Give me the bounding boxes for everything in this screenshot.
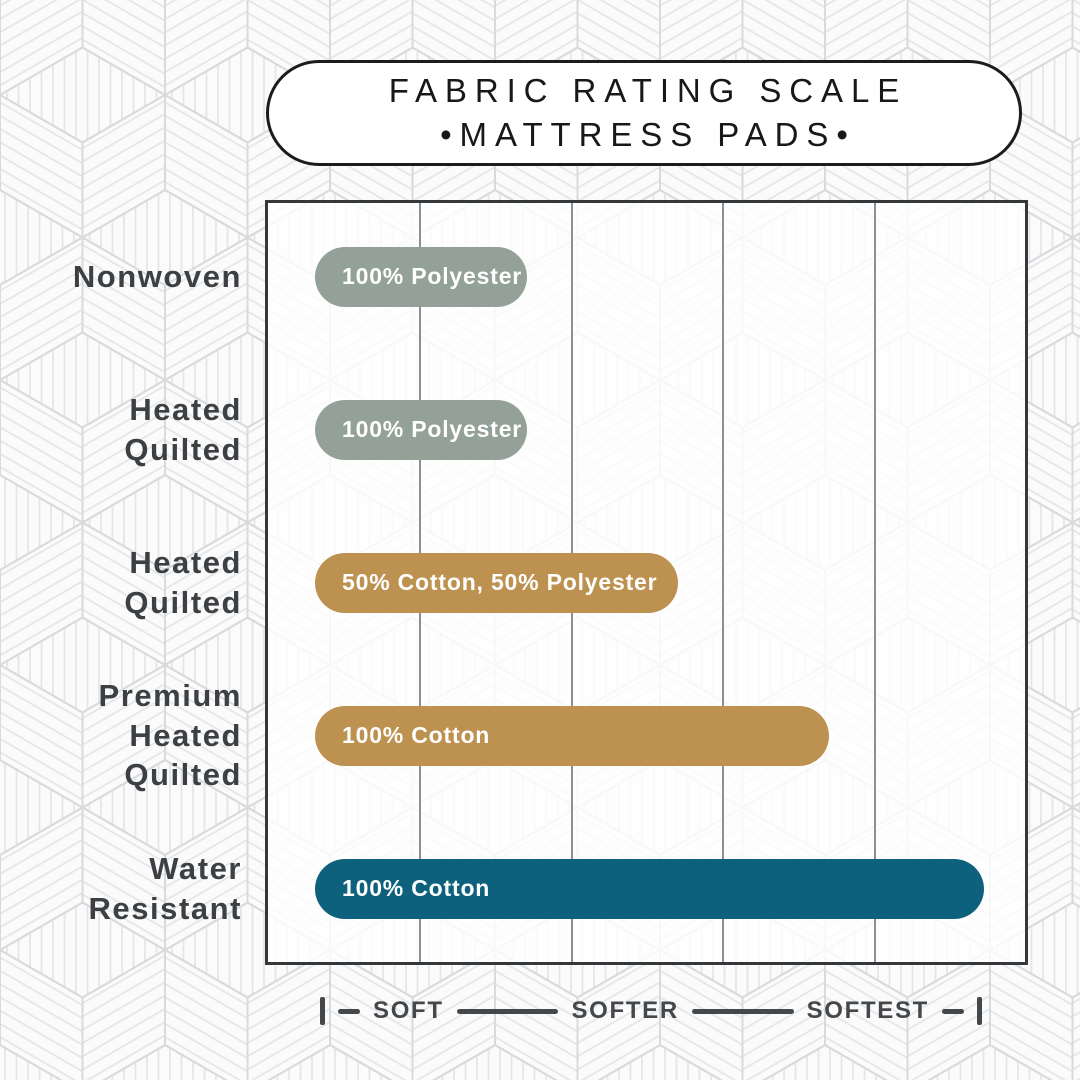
axis-line-segment: [942, 1008, 965, 1014]
bar-heated-quilted-blend: 50% Cotton, 50% Polyester: [315, 552, 678, 613]
row-label: Premium Heated Quilted: [98, 678, 242, 793]
bar-premium-heated-quilted: 100% Cotton: [315, 705, 829, 766]
chart-row-water-resistant: Water Resistant 100% Cotton: [0, 812, 1080, 965]
gridline: [722, 203, 725, 962]
chart-title: FABRIC RATING SCALE: [388, 72, 908, 110]
row-label: Water Resistant: [88, 851, 242, 926]
bar-value-label: 100% Cotton: [342, 875, 491, 901]
bar-value-label: 100% Polyester: [342, 416, 523, 442]
row-label: Nonwoven: [72, 258, 242, 294]
axis-label-soft: SOFT: [373, 997, 444, 1024]
axis-start-tick-icon: [320, 997, 325, 1025]
bar-nonwoven: 100% Polyester: [315, 246, 527, 307]
chart-row-heated-quilted-blend: Heated Quilted 50% Cotton, 50% Polyester: [0, 506, 1080, 659]
chart-row-premium-heated-quilted: Premium Heated Quilted 100% Cotton: [0, 659, 1080, 812]
axis-line-segment: [456, 1008, 559, 1014]
row-label: Heated Quilted: [124, 545, 242, 620]
chart-row-heated-quilted: Heated Quilted 100% Polyester: [0, 353, 1080, 506]
bar-heated-quilted: 100% Polyester: [315, 399, 527, 460]
rows-layer: Nonwoven 100% Polyester Heated Quilted 1…: [0, 200, 1080, 965]
axis-line-segment: [338, 1008, 360, 1014]
softness-axis: SOFT SOFTER SOFTEST: [320, 990, 983, 1032]
axis-label-softest: SOFTEST: [806, 997, 930, 1024]
axis-label-softer: SOFTER: [571, 997, 679, 1024]
bar-value-label: 100% Cotton: [342, 722, 491, 748]
title-pill: FABRIC RATING SCALE •MATTRESS PADS•: [266, 60, 1022, 166]
chart-subtitle: •MATTRESS PADS•: [440, 116, 856, 153]
gridline: [873, 203, 876, 962]
chart-row-nonwoven: Nonwoven 100% Polyester: [0, 200, 1080, 353]
axis-line-segment: [691, 1008, 794, 1014]
bar-water-resistant: 100% Cotton: [315, 858, 984, 919]
bar-value-label: 100% Polyester: [342, 263, 523, 289]
row-label: Heated Quilted: [124, 392, 242, 467]
bar-value-label: 50% Cotton, 50% Polyester: [342, 569, 658, 595]
axis-end-tick-icon: [977, 997, 983, 1025]
